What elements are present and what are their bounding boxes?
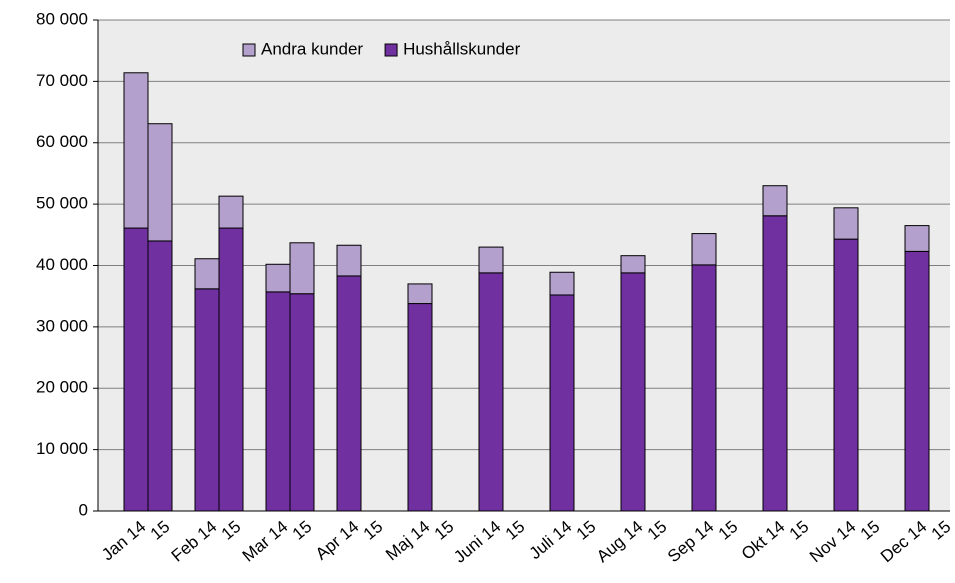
bar-segment — [478, 272, 504, 512]
bar-segment — [407, 303, 433, 512]
x-tick-label: Okt 14 — [738, 517, 789, 564]
y-tick-label: 10 000 — [36, 439, 88, 458]
x-tick-label: Aug 14 — [593, 517, 646, 566]
bar-segment — [123, 72, 149, 229]
bar-segment — [336, 244, 362, 277]
y-tick-label: 70 000 — [36, 71, 88, 90]
bar-segment — [478, 246, 504, 274]
y-tick-label: 20 000 — [36, 378, 88, 397]
x-tick-label: 15 — [289, 517, 316, 544]
x-tick-label: 15 — [857, 517, 884, 544]
legend-swatch — [384, 43, 398, 57]
bar-segment — [620, 272, 646, 512]
bar-segment — [407, 283, 433, 305]
bar-segment — [289, 242, 315, 295]
bar-segment — [265, 291, 291, 512]
bar-segment — [218, 227, 244, 512]
bar-segment — [762, 215, 788, 512]
x-tick-label: Sep 14 — [664, 517, 717, 566]
bar-segment — [194, 288, 220, 512]
x-tick-label: Juni 14 — [450, 517, 504, 567]
x-tick-label: 15 — [360, 517, 387, 544]
x-tick-label: 15 — [715, 517, 742, 544]
y-tick-label: 30 000 — [36, 316, 88, 335]
bar-segment — [762, 185, 788, 217]
x-tick-label: 15 — [786, 517, 813, 544]
legend-label: Hushållskunder — [403, 39, 521, 58]
x-tick-label: Feb 14 — [168, 517, 221, 566]
bar-segment — [904, 250, 930, 512]
bar-segment — [833, 207, 859, 240]
bar-segment — [123, 227, 149, 512]
y-tick-label: 40 000 — [36, 255, 88, 274]
bar-segment — [336, 275, 362, 512]
bar-segment — [549, 271, 575, 296]
bar-segment — [289, 293, 315, 512]
x-tick-label: Dec 14 — [877, 517, 930, 566]
legend-label: Andra kunder — [261, 39, 363, 58]
x-tick-label: 15 — [502, 517, 529, 544]
legend-swatch — [242, 43, 256, 57]
bar-segment — [691, 233, 717, 266]
bar-segment — [265, 263, 291, 293]
bar-segment — [218, 195, 244, 229]
x-tick-label: Mar 14 — [239, 517, 292, 566]
x-tick-label: 15 — [431, 517, 458, 544]
bar-segment — [904, 225, 930, 252]
x-tick-label: 15 — [644, 517, 671, 544]
y-tick-label: 50 000 — [36, 194, 88, 213]
bar-segment — [549, 294, 575, 512]
y-tick-label: 0 — [79, 500, 88, 519]
y-tick-label: 80 000 — [36, 9, 88, 28]
bar-segment — [194, 258, 220, 290]
x-tick-label: 15 — [218, 517, 245, 544]
x-tick-label: Nov 14 — [806, 517, 859, 566]
y-tick-label: 60 000 — [36, 132, 88, 151]
x-tick-label: Maj 14 — [382, 517, 433, 564]
bar-segment — [833, 238, 859, 512]
x-tick-label: Apr 14 — [312, 517, 363, 564]
bar-segment — [620, 255, 646, 274]
x-tick-label: 15 — [573, 517, 600, 544]
bar-segment — [147, 123, 173, 242]
x-tick-label: 15 — [147, 517, 174, 544]
bar-segment — [691, 264, 717, 512]
x-tick-label: Juli 14 — [526, 517, 576, 563]
bar-segment — [147, 240, 173, 512]
x-tick-label: Jan 14 — [98, 517, 149, 564]
x-tick-label: 15 — [928, 517, 955, 544]
